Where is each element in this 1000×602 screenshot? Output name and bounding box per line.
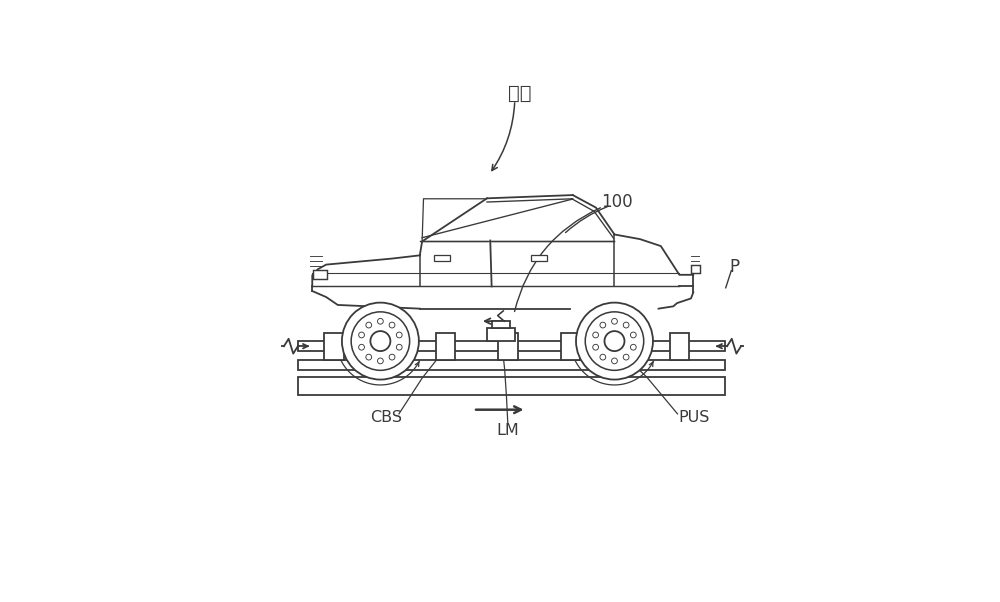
Text: PUS: PUS <box>678 410 710 425</box>
Circle shape <box>623 322 629 328</box>
Bar <box>324 333 344 359</box>
Circle shape <box>366 354 372 360</box>
Bar <box>531 255 547 261</box>
Circle shape <box>593 344 599 350</box>
Bar <box>298 377 725 396</box>
Text: 100: 100 <box>601 193 633 211</box>
Circle shape <box>342 303 419 380</box>
Circle shape <box>576 303 653 380</box>
Circle shape <box>396 344 402 350</box>
Circle shape <box>604 331 624 351</box>
Bar <box>498 333 518 359</box>
Circle shape <box>600 354 606 360</box>
Circle shape <box>378 318 383 324</box>
Text: LM: LM <box>496 423 519 438</box>
Bar <box>298 341 725 352</box>
Bar <box>313 270 327 279</box>
Bar <box>371 333 390 359</box>
Bar <box>434 255 450 261</box>
Bar <box>670 333 689 359</box>
Circle shape <box>351 312 410 370</box>
Circle shape <box>378 358 383 364</box>
Bar <box>436 333 455 359</box>
Bar <box>298 359 725 370</box>
Circle shape <box>396 332 402 338</box>
Circle shape <box>359 332 364 338</box>
Circle shape <box>366 322 372 328</box>
Circle shape <box>593 332 599 338</box>
Text: 汽车: 汽车 <box>508 84 531 102</box>
Circle shape <box>585 312 644 370</box>
Bar <box>621 333 640 359</box>
Text: P: P <box>729 258 739 276</box>
Bar <box>492 321 510 328</box>
Circle shape <box>389 354 395 360</box>
Circle shape <box>370 331 390 351</box>
Text: CBS: CBS <box>370 410 402 425</box>
Bar <box>691 265 700 273</box>
Bar <box>487 328 515 341</box>
Circle shape <box>630 344 636 350</box>
Circle shape <box>612 358 617 364</box>
Bar <box>561 333 580 359</box>
Circle shape <box>623 354 629 360</box>
Circle shape <box>600 322 606 328</box>
Circle shape <box>630 332 636 338</box>
Circle shape <box>612 318 617 324</box>
Circle shape <box>359 344 364 350</box>
Circle shape <box>389 322 395 328</box>
